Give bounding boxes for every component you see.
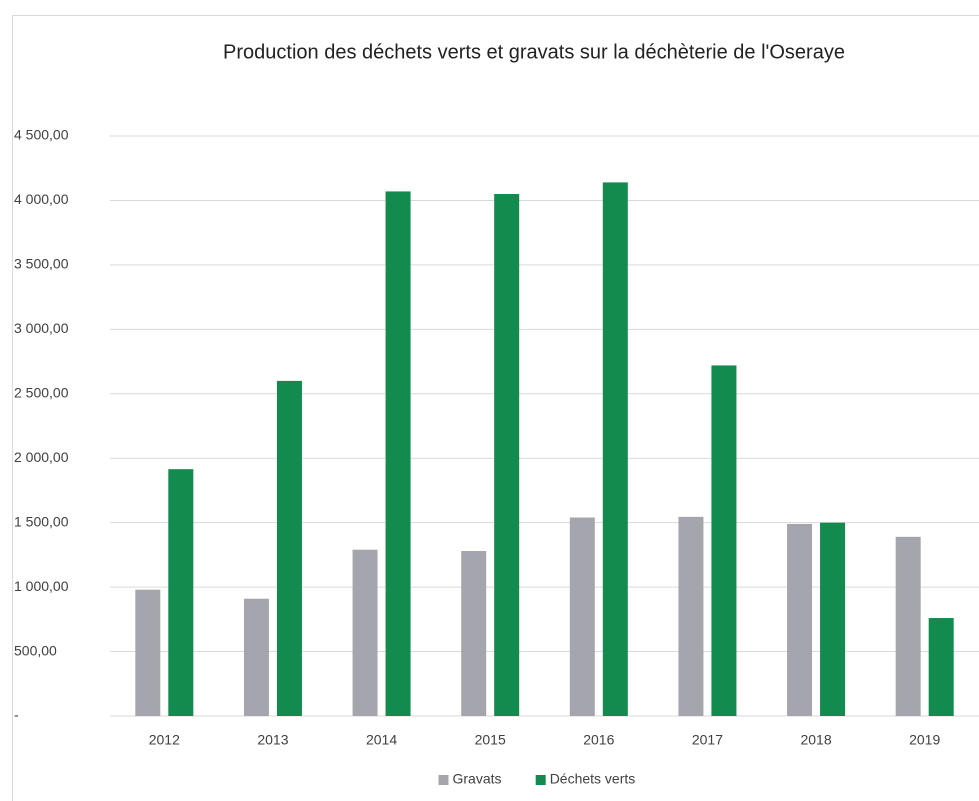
bar bbox=[928, 618, 954, 716]
bar bbox=[243, 598, 269, 716]
bar bbox=[895, 536, 921, 716]
bar bbox=[678, 516, 704, 716]
x-tick-label: 2012 bbox=[149, 732, 180, 748]
bar bbox=[602, 182, 628, 716]
legend-label: Gravats bbox=[453, 771, 502, 787]
y-tick-label: 1 000,00 bbox=[14, 578, 69, 594]
bar bbox=[494, 194, 520, 716]
x-tick-label: 2015 bbox=[475, 732, 506, 748]
bar bbox=[135, 589, 161, 716]
legend-swatch bbox=[438, 775, 449, 785]
y-tick-label: - bbox=[14, 707, 19, 723]
bar bbox=[276, 380, 302, 716]
y-tick-label: 500,00 bbox=[14, 642, 57, 658]
bar bbox=[787, 523, 813, 716]
y-tick-label: 1 500,00 bbox=[14, 513, 69, 529]
y-tick-label: 4 500,00 bbox=[14, 127, 69, 143]
legend-swatch bbox=[535, 775, 546, 785]
bar bbox=[385, 191, 411, 716]
x-tick-label: 2018 bbox=[800, 732, 831, 748]
x-tick-label: 2016 bbox=[583, 732, 614, 748]
x-tick-label: 2017 bbox=[692, 732, 723, 748]
bar bbox=[711, 365, 737, 716]
bar bbox=[352, 549, 378, 716]
x-tick-label: 2014 bbox=[366, 732, 397, 748]
bar bbox=[168, 469, 194, 716]
y-tick-label: 4 000,00 bbox=[14, 191, 69, 207]
y-tick-label: 3 500,00 bbox=[14, 256, 69, 272]
bar bbox=[461, 551, 487, 716]
chart-title: Production des déchets verts et gravats … bbox=[223, 41, 845, 63]
legend-label: Déchets verts bbox=[550, 771, 636, 787]
bar bbox=[569, 517, 595, 716]
y-tick-label: 2 500,00 bbox=[14, 384, 69, 400]
x-tick-label: 2019 bbox=[909, 732, 940, 748]
y-tick-label: 2 000,00 bbox=[14, 449, 69, 465]
y-tick-label: 3 000,00 bbox=[14, 320, 69, 336]
x-tick-label: 2013 bbox=[257, 732, 288, 748]
bar bbox=[820, 522, 846, 716]
